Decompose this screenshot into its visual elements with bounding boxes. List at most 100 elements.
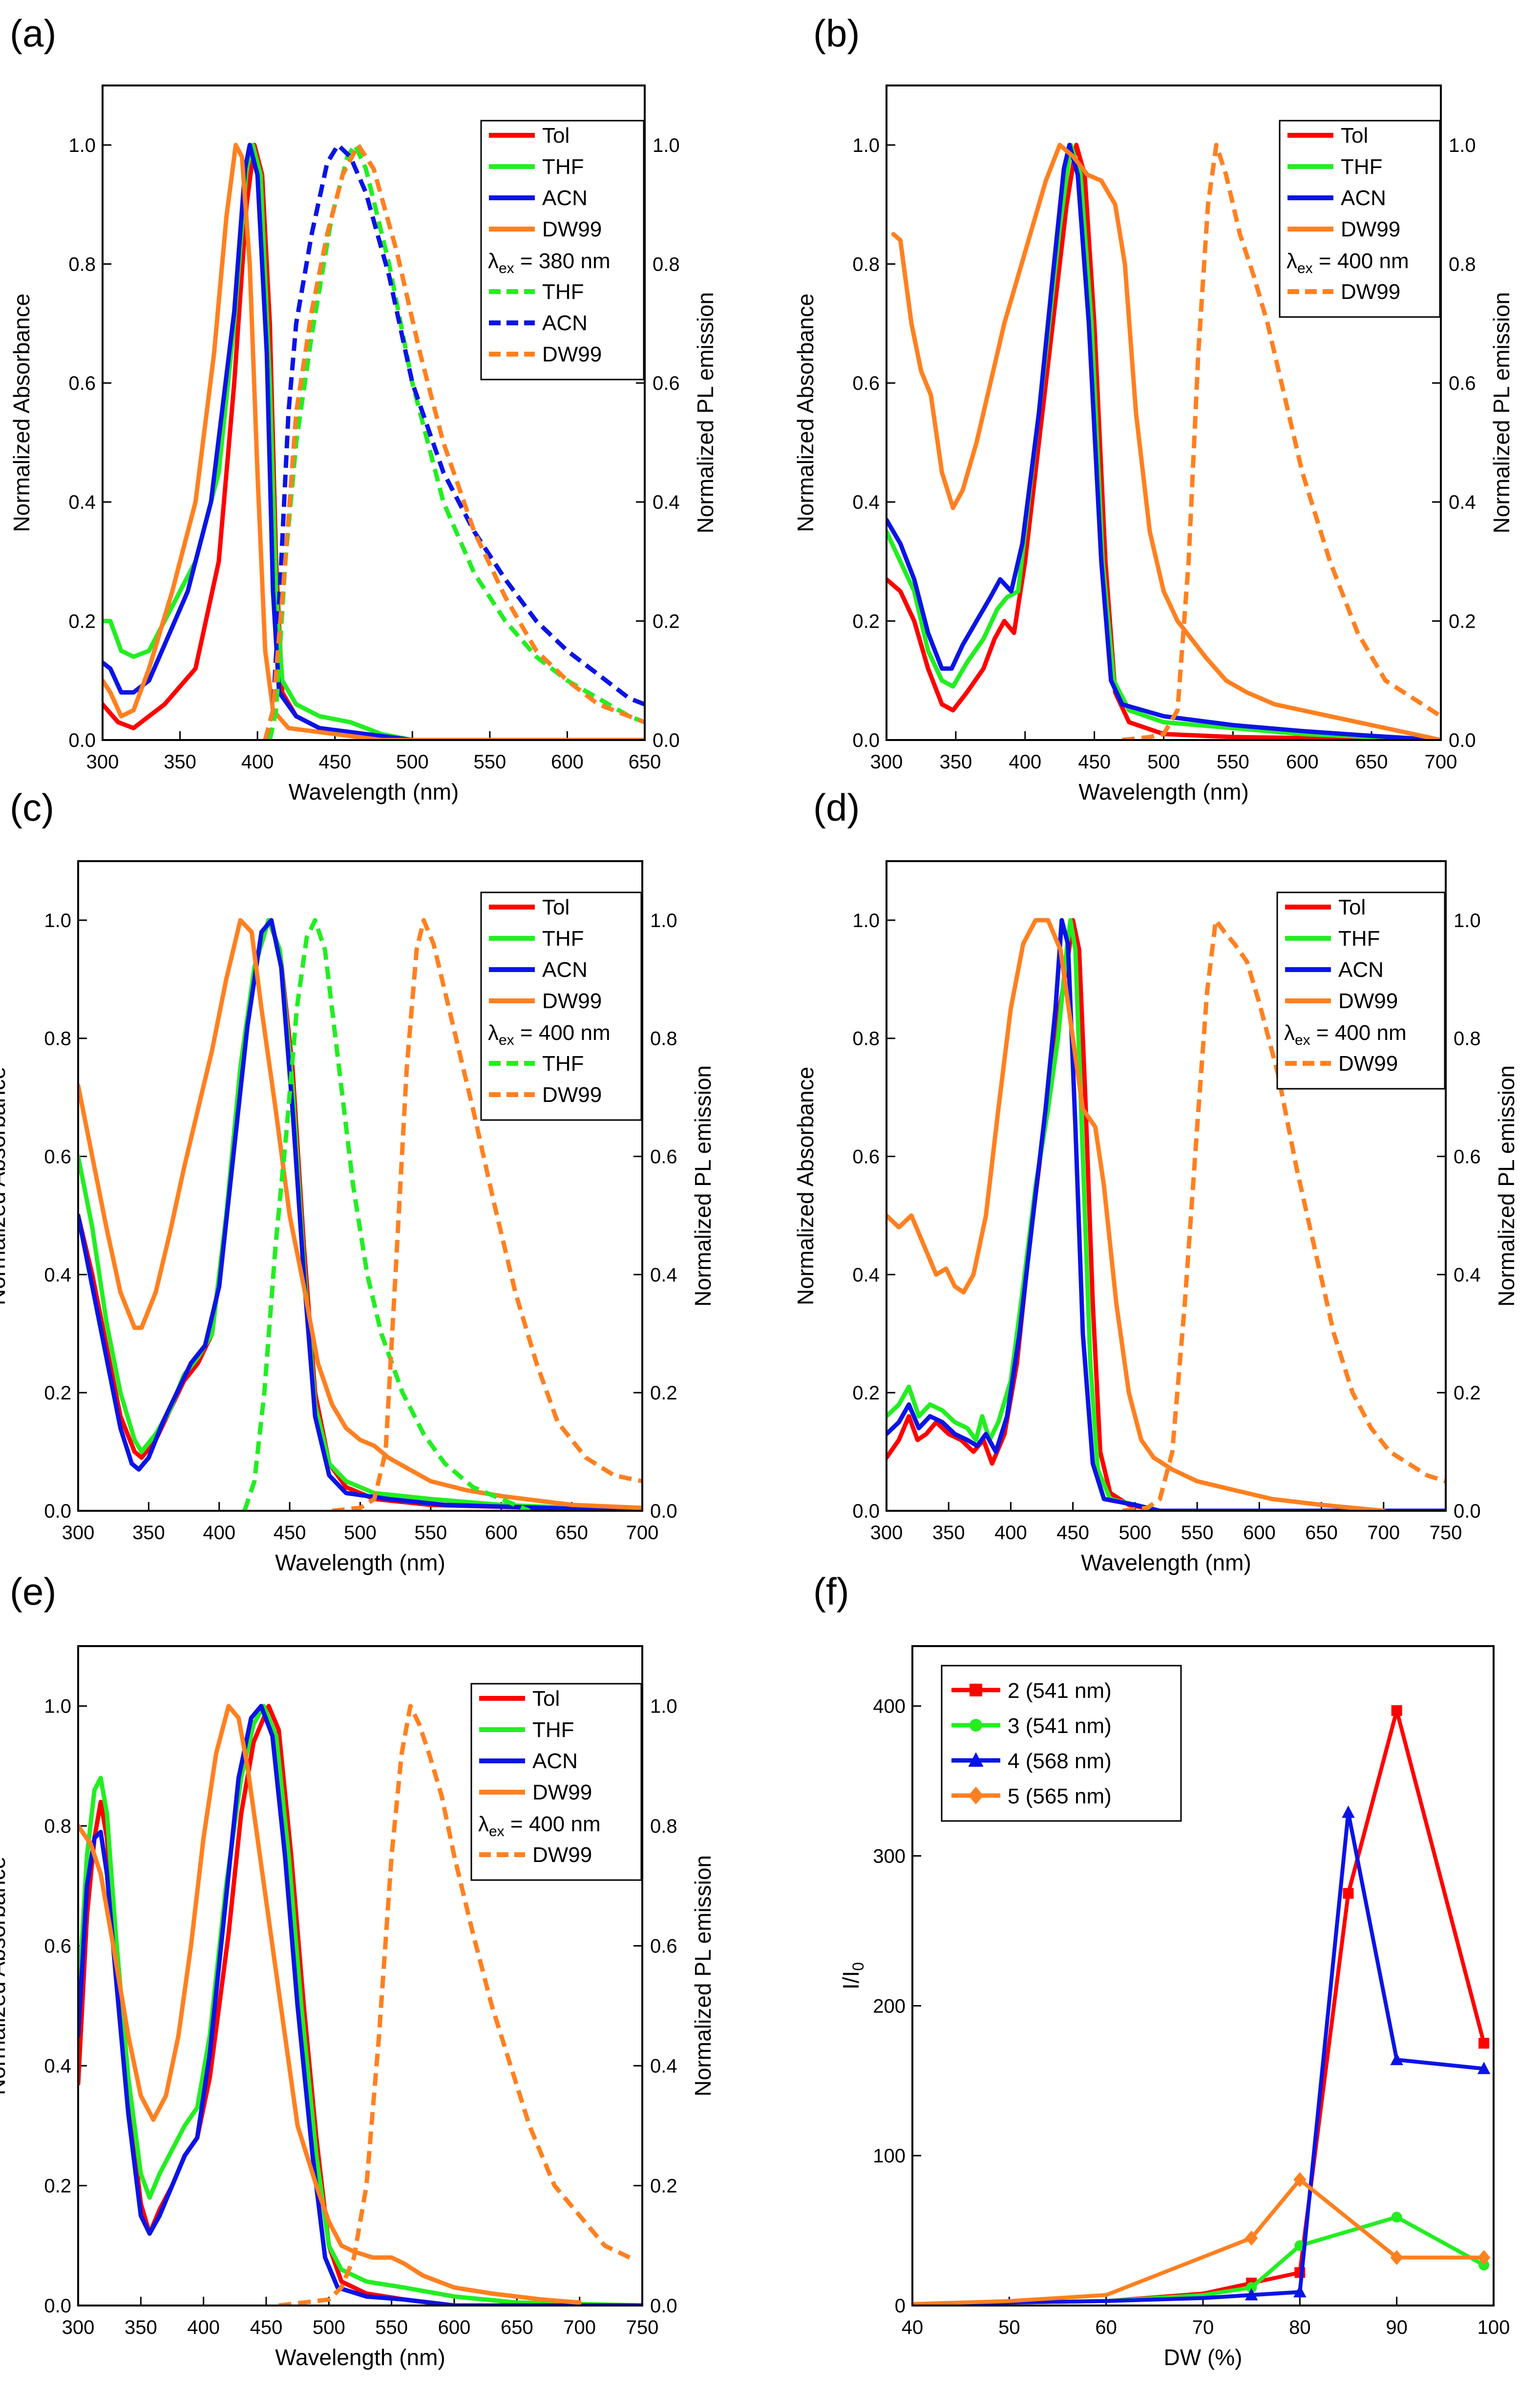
data-layer	[103, 143, 645, 740]
legend-label: THF	[1338, 927, 1380, 951]
y-tick-label: 0.8	[852, 1028, 880, 1050]
series-line	[886, 918, 1386, 1511]
y2-axis-label: Normalized PL emission	[690, 1065, 716, 1307]
x-tick-label: 300	[86, 751, 119, 773]
y-tick-label: 0.0	[68, 730, 96, 751]
legend-label: Tol	[542, 895, 570, 919]
legend-label: ACN	[1341, 186, 1386, 210]
x-tick-label: 500	[1119, 1522, 1152, 1544]
data-point	[1245, 2288, 1258, 2301]
x-tick-label: 650	[555, 1522, 588, 1544]
legend-label: DW99	[532, 1780, 592, 1804]
y-tick-label: 0.4	[44, 1264, 71, 1286]
plot-frame	[77, 860, 643, 1512]
series-line	[891, 143, 1441, 740]
y2-tick-label: 0.6	[1449, 373, 1476, 394]
y2-tick-label: 0.4	[650, 2055, 677, 2077]
x-tick-label: 550	[1217, 751, 1249, 773]
x-tick-label: 600	[438, 2317, 471, 2338]
y-tick-label: 1.0	[44, 1696, 71, 1717]
legend-box	[470, 1683, 642, 1881]
y-tick-label: 0.2	[68, 611, 96, 632]
y2-tick-label: 1.0	[1454, 910, 1481, 931]
series-line	[78, 918, 642, 1511]
x-tick-label: 500	[344, 1522, 377, 1544]
x-axis-label: Wavelength (nm)	[1078, 779, 1249, 804]
x-tick-label: 450	[250, 2317, 283, 2338]
legend-marker	[970, 1719, 982, 1732]
x-tick-label: 400	[203, 1522, 235, 1544]
x-tick-label: 80	[1289, 2317, 1311, 2338]
data-point	[1245, 2230, 1258, 2246]
legend-label: ACN	[542, 958, 588, 982]
y2-tick-label: 0.0	[1454, 1501, 1481, 1522]
y2-tick-label: 0.4	[1449, 492, 1476, 513]
y-tick-label: 200	[873, 1995, 906, 2017]
y2-tick-label: 0.0	[653, 730, 680, 751]
y-tick-label: 1.0	[852, 135, 880, 156]
legend-label: DW99	[542, 1083, 602, 1107]
y2-tick-label: 0.6	[650, 1936, 677, 1957]
data-layer	[886, 143, 1441, 740]
y-tick-label: 300	[873, 1846, 906, 1867]
legend-label: DW99	[542, 989, 602, 1013]
legend-label: Tol	[532, 1687, 560, 1711]
x-tick-label: 350	[132, 1522, 165, 1544]
y-tick-label: 0.0	[44, 2295, 71, 2317]
x-axis-label: Wavelength (nm)	[275, 1550, 445, 1575]
y-tick-label: 1.0	[44, 910, 71, 931]
y-tick-label: 0.8	[44, 1816, 71, 1837]
x-tick-label: 550	[1181, 1522, 1214, 1544]
x-tick-label: 60	[1095, 2317, 1117, 2338]
y-tick-label: 400	[873, 1696, 906, 1717]
legend-label: THF	[532, 1718, 574, 1742]
y-tick-label: 0	[895, 2295, 906, 2317]
y2-axis-label: Normalized PL emission	[1489, 292, 1514, 533]
series-line	[1122, 918, 1446, 1511]
plot-frame	[886, 85, 1442, 741]
y-axis-label: Normalized Absorbance	[793, 294, 818, 532]
y2-tick-label: 0.2	[650, 1382, 677, 1404]
x-axis-label: Wavelength (nm)	[289, 779, 459, 804]
y-tick-label: 0.0	[852, 1501, 880, 1522]
legend-label: ACN	[542, 186, 588, 210]
x-tick-label: 350	[932, 1522, 965, 1544]
x-tick-label: 600	[1286, 751, 1319, 773]
x-tick-label: 40	[902, 2317, 924, 2338]
x-tick-label: 70	[1192, 2317, 1214, 2338]
y-tick-label: 0.2	[44, 1382, 71, 1404]
legend-label: 4 (568 nm)	[1008, 1749, 1112, 1773]
x-tick-label: 550	[375, 2317, 408, 2338]
x-tick-label: 450	[1078, 751, 1111, 773]
y-tick-label: 0.6	[68, 373, 96, 394]
legend-excitation-label: λex = 400 nm	[478, 1812, 601, 1840]
legend-label: THF	[1341, 155, 1383, 179]
y2-tick-label: 0.2	[650, 2176, 677, 2197]
x-tick-label: 700	[1367, 1522, 1400, 1544]
data-point	[1246, 2282, 1257, 2293]
panel-label: (a)	[10, 12, 56, 55]
y2-tick-label: 0.8	[653, 254, 680, 275]
y-tick-label: 1.0	[852, 910, 880, 931]
y2-tick-label: 1.0	[650, 1696, 677, 1717]
x-tick-label: 650	[501, 2317, 533, 2338]
y2-axis-label: Normalized PL emission	[693, 292, 718, 533]
legend: Tol THF ACN DW99 λex = 400 nm DW99	[1279, 120, 1441, 318]
x-axis-label: DW (%)	[1164, 2345, 1243, 2370]
data-point	[1343, 1888, 1354, 1899]
y2-tick-label: 0.6	[1454, 1146, 1481, 1168]
legend-marker	[968, 1752, 984, 1767]
y-tick-label: 0.8	[44, 1028, 71, 1050]
x-tick-label: 450	[318, 751, 351, 773]
legend-label: DW99	[1338, 1052, 1398, 1076]
series-line	[278, 1704, 631, 2306]
x-tick-label: 550	[415, 1522, 447, 1544]
y2-tick-label: 1.0	[650, 910, 677, 931]
panel-label: (d)	[813, 786, 860, 829]
y2-tick-label: 1.0	[1449, 135, 1476, 156]
y2-tick-label: 1.0	[653, 135, 680, 156]
legend-excitation-label: λex = 400 nm	[1284, 1021, 1407, 1048]
